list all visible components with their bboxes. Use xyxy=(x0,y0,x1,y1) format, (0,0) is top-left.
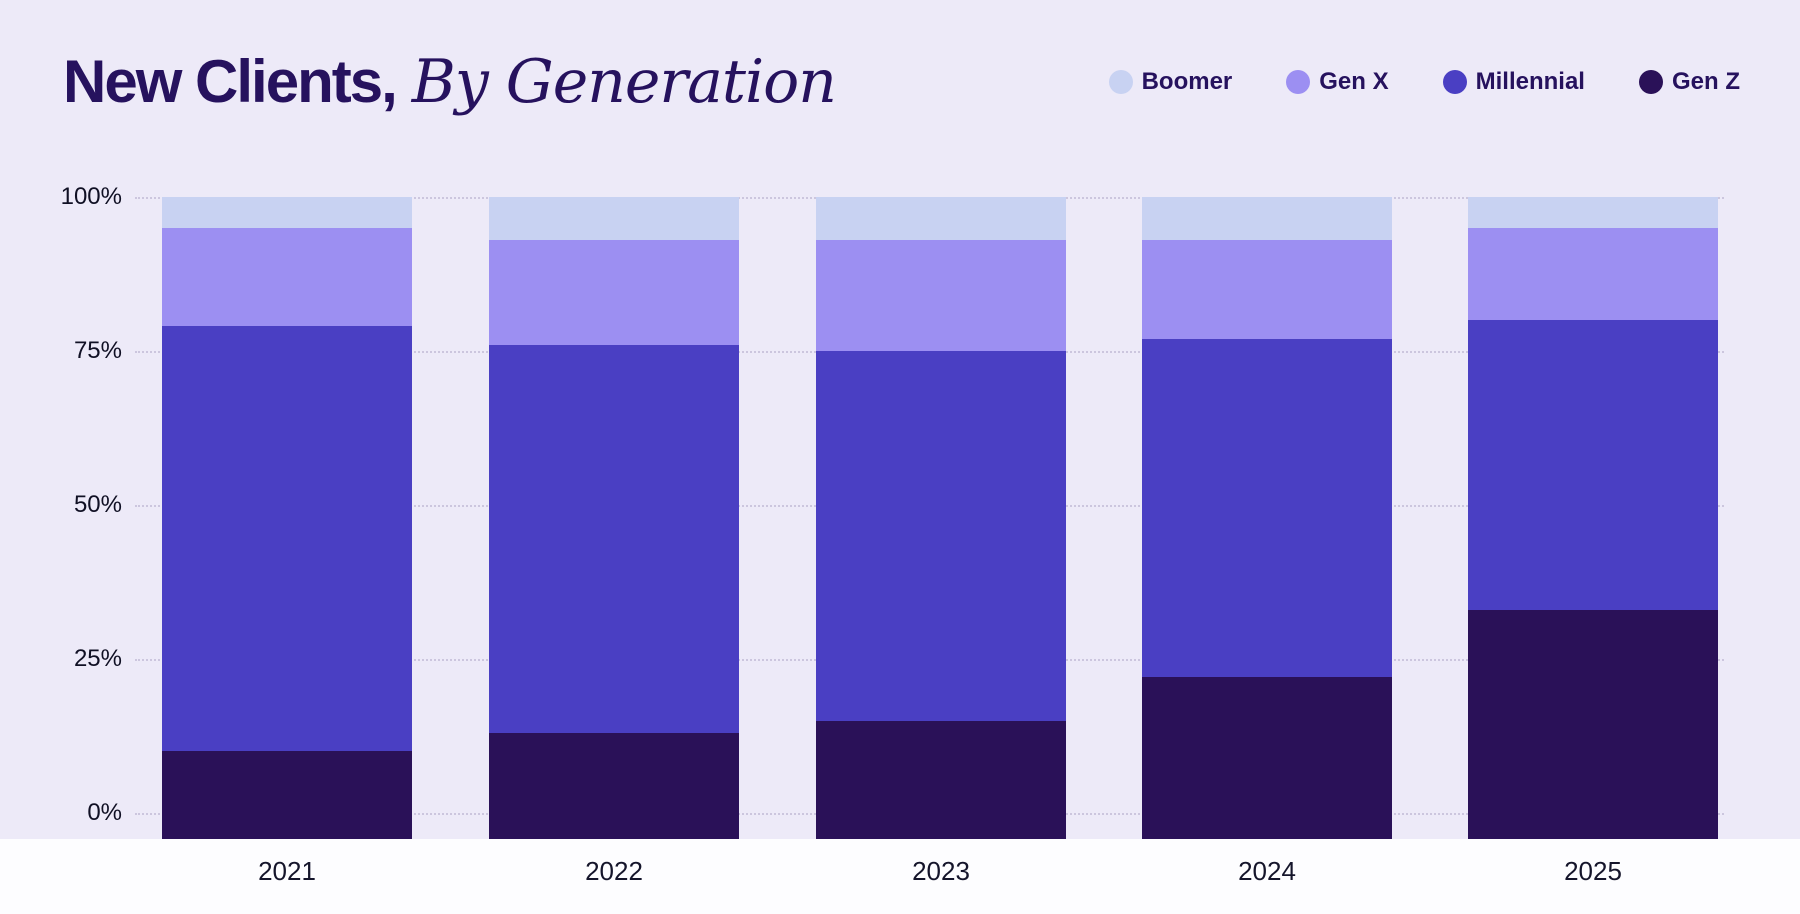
legend-swatch-gen-x-icon xyxy=(1286,70,1311,94)
bar-2023-segment-gen-z[interactable] xyxy=(816,720,1066,839)
legend: Boomer Gen X Millennial Gen Z xyxy=(1108,68,1740,96)
bar-2022[interactable] xyxy=(489,197,739,839)
bar-2024-segment-gen-x[interactable] xyxy=(1142,240,1392,339)
bar-2025-segment-millennial[interactable] xyxy=(1468,320,1718,610)
x-axis-label-2024: 2024 xyxy=(1238,856,1296,886)
x-axis-label-2021: 2021 xyxy=(258,856,316,886)
title-sub: By Generation xyxy=(411,47,837,117)
y-axis-label-75: 75% xyxy=(73,337,122,364)
bar-2024[interactable] xyxy=(1142,197,1392,839)
bar-2025-segment-gen-x[interactable] xyxy=(1468,227,1718,321)
legend-swatch-boomer-icon xyxy=(1108,70,1133,94)
legend-item-gen-x[interactable]: Gen X xyxy=(1286,68,1389,96)
bar-2025-segment-gen-z[interactable] xyxy=(1468,609,1718,839)
bar-2021-segment-boomer[interactable] xyxy=(162,197,412,228)
bar-2024-segment-millennial[interactable] xyxy=(1142,338,1392,678)
x-axis-label-2025: 2025 xyxy=(1564,856,1622,886)
page-title: New Clients, By Generation xyxy=(63,52,837,113)
bar-2023-segment-boomer[interactable] xyxy=(816,197,1066,241)
legend-item-millennial[interactable]: Millennial xyxy=(1442,68,1585,96)
legend-item-boomer[interactable]: Boomer xyxy=(1108,68,1233,96)
x-axis-label-2023: 2023 xyxy=(912,856,970,886)
bar-2022-segment-millennial[interactable] xyxy=(489,344,739,733)
bar-2021-segment-gen-z[interactable] xyxy=(162,751,412,839)
legend-swatch-gen-z-icon xyxy=(1638,70,1663,94)
bar-2022-segment-boomer[interactable] xyxy=(489,197,739,241)
header: New Clients, By Generation Boomer Gen X Mil… xyxy=(63,52,1740,113)
y-axis-label-25: 25% xyxy=(73,645,122,672)
legend-item-gen-z[interactable]: Gen Z xyxy=(1638,68,1740,96)
bar-2024-segment-boomer[interactable] xyxy=(1142,197,1392,241)
bar-2021[interactable] xyxy=(162,197,412,839)
bar-2021-segment-millennial[interactable] xyxy=(162,326,412,752)
title-main: New Clients, xyxy=(63,48,398,115)
bar-2025-segment-boomer[interactable] xyxy=(1468,197,1718,228)
legend-swatch-millennial-icon xyxy=(1442,70,1467,94)
legend-label-boomer: Boomer xyxy=(1141,68,1233,95)
x-axis-label-2022: 2022 xyxy=(585,856,643,886)
bar-2023-segment-gen-x[interactable] xyxy=(816,240,1066,352)
legend-label-millennial: Millennial xyxy=(1475,68,1585,95)
bar-2023-segment-millennial[interactable] xyxy=(816,351,1066,721)
bar-2024-segment-gen-z[interactable] xyxy=(1142,677,1392,839)
bar-2023[interactable] xyxy=(816,197,1066,839)
bar-2021-segment-gen-x[interactable] xyxy=(162,227,412,327)
y-axis-label-100: 100% xyxy=(60,183,122,210)
bar-2022-segment-gen-z[interactable] xyxy=(489,732,739,839)
y-axis-label-50: 50% xyxy=(73,491,122,518)
x-axis-strip xyxy=(0,839,1800,914)
bar-2022-segment-gen-x[interactable] xyxy=(489,240,739,345)
bar-2025[interactable] xyxy=(1468,197,1718,839)
legend-label-gen-x: Gen X xyxy=(1319,68,1389,95)
legend-label-gen-z: Gen Z xyxy=(1671,68,1740,95)
y-axis-label-0: 0% xyxy=(87,799,122,826)
